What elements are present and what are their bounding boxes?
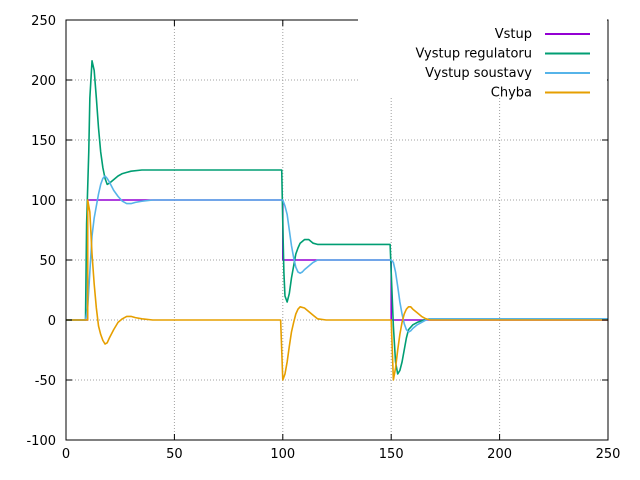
x-tick-label: 250 <box>596 447 621 462</box>
x-tick-label: 0 <box>62 447 70 462</box>
plot-frame <box>65 19 609 441</box>
series-line-vystup-regulatoru <box>66 59 608 375</box>
x-tick-label: 150 <box>379 447 404 462</box>
legend-label: Chyba <box>491 86 532 101</box>
y-tick-label: -50 <box>35 374 56 389</box>
y-tick-label: 0 <box>48 314 56 329</box>
legend: Vstup Vystup regulatoru Vystup soustavy Chy… <box>358 18 607 101</box>
y-tick-label: 100 <box>31 194 56 209</box>
y-tick-label: 50 <box>39 254 56 269</box>
y-tick-label: 200 <box>31 74 56 89</box>
series-layer <box>66 59 608 381</box>
axis-ticks: 0 50 100 150 200 250 -100 -50 0 50 100 150 200 250 <box>26 14 620 462</box>
series-line-chyba <box>66 199 608 381</box>
legend-box <box>358 18 607 98</box>
x-tick-label: 200 <box>487 447 512 462</box>
y-tick-label: 150 <box>31 134 56 149</box>
x-tick-label: 50 <box>166 447 183 462</box>
legend-label: Vstup <box>495 27 532 42</box>
y-tick-label: -100 <box>26 434 56 449</box>
legend-label: Vystup regulatoru <box>416 47 533 62</box>
x-tick-label: 100 <box>270 447 295 462</box>
y-tick-label: 250 <box>31 14 56 29</box>
series-line-vystup-soustavy <box>66 175 608 333</box>
legend-label: Vystup soustavy <box>425 66 532 81</box>
